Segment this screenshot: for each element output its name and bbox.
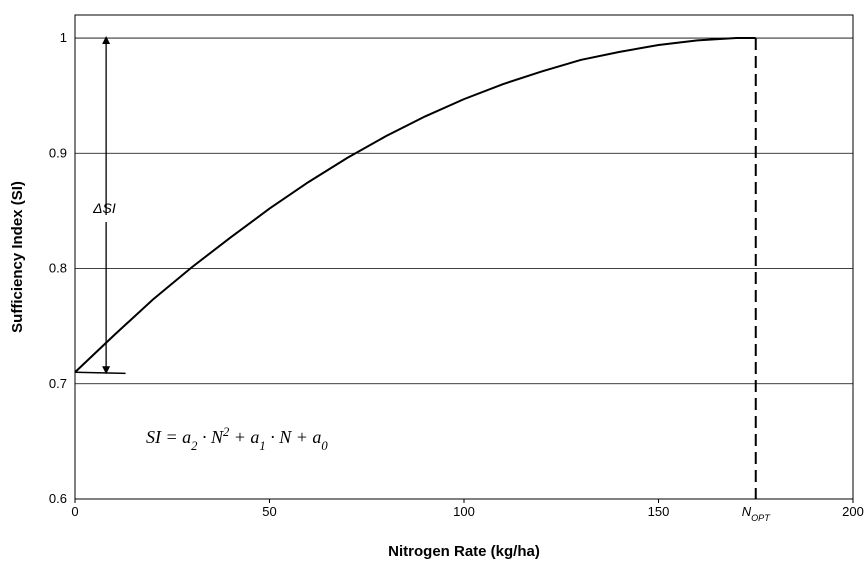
annotation: NOPT bbox=[742, 504, 772, 523]
y-tick-label: 1 bbox=[60, 30, 67, 45]
text-part: + a bbox=[229, 427, 259, 447]
line bbox=[74, 37, 756, 373]
baseline-line bbox=[74, 371, 126, 375]
x-axis-title: Nitrogen Rate (kg/ha) bbox=[388, 543, 540, 560]
x-tick-label: 0 bbox=[71, 504, 78, 519]
text-part: · N bbox=[197, 427, 224, 447]
text-part: 2 bbox=[191, 439, 198, 453]
text-part: OPT bbox=[751, 513, 771, 523]
text-part: SI = a bbox=[146, 427, 191, 447]
text-part: 0 bbox=[321, 439, 328, 453]
x-tick-label: 200 bbox=[842, 504, 864, 519]
text-part: N bbox=[742, 504, 752, 519]
annotation: SI = a2 · N2 + a1 · N + a0 bbox=[146, 425, 328, 453]
text-part: 1 bbox=[259, 439, 265, 453]
x-tick-label: 150 bbox=[648, 504, 670, 519]
y-tick-label: 0.8 bbox=[49, 261, 67, 276]
delta-label: ΔSI bbox=[92, 200, 116, 216]
x-tick-label: 100 bbox=[453, 504, 475, 519]
y-tick-label: 0.6 bbox=[49, 491, 67, 506]
y-tick-label: 0.7 bbox=[49, 376, 67, 391]
plot-frame bbox=[74, 14, 854, 500]
y-tick-label: 0.9 bbox=[49, 145, 67, 160]
text-part: 2 bbox=[223, 425, 230, 439]
x-tick-label: 50 bbox=[262, 504, 276, 519]
y-axis-title: Sufficiency Index (SI) bbox=[9, 181, 26, 333]
text-part: · N + a bbox=[266, 427, 322, 447]
